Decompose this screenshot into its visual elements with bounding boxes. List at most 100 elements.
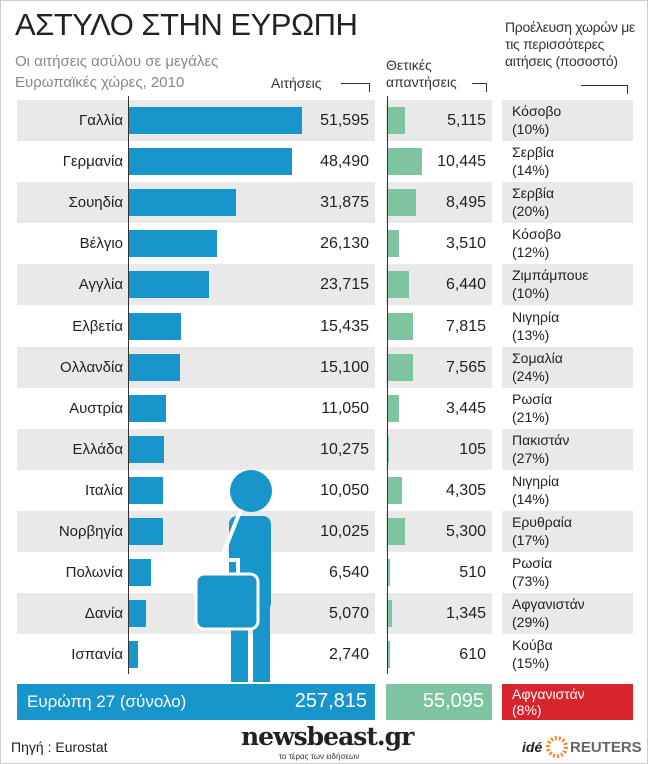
row-applications: Σουηδία 31,875 (17, 182, 375, 224)
origin-country: Κούβα (512, 637, 553, 654)
positive-value: 7,565 (445, 358, 486, 376)
positive-value: 105 (459, 440, 486, 458)
origin-country: Ρωσία (512, 555, 553, 572)
applications-value: 10,050 (320, 481, 369, 499)
origin-country: Σομαλία (512, 349, 563, 366)
origin-percent: (20%) (512, 203, 550, 220)
origin-country: Αφγανιστάν (512, 596, 585, 613)
row-applications: Αυστρία 11,050 (17, 388, 375, 429)
subtitle: Οι αιτήσεις ασύλου σε μεγάλες Ευρωπαϊκές… (15, 53, 219, 91)
positive-value: 3,510 (445, 235, 486, 253)
origin-percent: (24%) (512, 367, 550, 384)
positive-bar (388, 312, 414, 340)
row-positive: 105 (386, 428, 492, 470)
row-origin: Νιγηρία (13%) (502, 306, 633, 347)
row-origin: Ζιμπάμπουε (10%) (502, 264, 633, 306)
positive-bar (388, 435, 389, 463)
source: Πηγή : Eurostat (11, 739, 108, 755)
row-positive: 7,815 (386, 306, 492, 347)
country-label: Αυστρία (69, 399, 123, 417)
applications-value: 23,715 (320, 276, 369, 294)
row-positive: 5,115 (386, 100, 492, 141)
total-positive: 55,095 (422, 690, 484, 712)
positive-value: 1,345 (445, 605, 486, 623)
country-label: Νορβηγία (58, 523, 123, 540)
country-label: Ιταλία (84, 481, 123, 499)
row-origin: Σερβία (20%) (502, 182, 633, 224)
applications-bar (129, 518, 163, 545)
row-applications: Ολλανδία 15,100 (17, 346, 375, 388)
positive-bar (388, 600, 393, 628)
origin-percent: (21%) (512, 408, 550, 425)
row-origin: Ρωσία (21%) (502, 388, 633, 429)
row-origin: Κούβα (15%) (502, 634, 633, 675)
positive-bar (388, 641, 390, 669)
applications-bar (129, 435, 164, 463)
origin-percent: (29%) (512, 614, 550, 631)
total-applications-box: Ευρώπη 27 (σύνολο) 257,815 (17, 684, 375, 720)
country-label: Δανία (84, 605, 123, 623)
country-label: Πολωνία (65, 564, 123, 582)
origin-country: Ερυθραία (512, 514, 573, 530)
applications-value: 51,595 (320, 112, 369, 129)
applications-value: 11,050 (321, 399, 369, 417)
positive-axis (387, 96, 388, 674)
row-positive: 4,305 (386, 470, 492, 511)
positive-bar (388, 189, 416, 217)
row-applications: Νορβηγία 10,025 (17, 511, 375, 552)
positive-value: 5,300 (445, 523, 486, 540)
applications-bar (129, 353, 180, 381)
total-applications: 257,815 (294, 690, 367, 712)
positive-value: 8,495 (445, 194, 486, 212)
origin-percent: (10%) (512, 121, 550, 137)
applications-bar (129, 559, 151, 587)
newsbeast-logo: newsbeast.gr (241, 722, 414, 751)
row-origin: Σερβία (14%) (502, 141, 633, 182)
page-title: ΑΣΤΥΛΟ ΣΤΗΝ ΕΥΡΩΠΗ (15, 7, 358, 42)
country-label: Ελβετία (72, 317, 123, 335)
positive-bar (388, 476, 402, 504)
total-origin: Αφγανιστάν (512, 686, 585, 702)
applications-bar (129, 312, 181, 340)
origin-country: Ρωσία (512, 390, 553, 407)
country-label: Ελλάδα (72, 440, 123, 458)
positive-value: 4,305 (445, 481, 486, 499)
header-line (341, 83, 370, 92)
header-origin: Προέλευση χωρών με τις περισσότερες αιτή… (505, 19, 635, 69)
row-applications: Αγγλία 23,715 (17, 264, 375, 306)
origin-country: Νιγηρία (512, 472, 560, 489)
row-positive: 10,445 (386, 141, 492, 182)
total-origin-pct: (8%) (512, 702, 542, 718)
row-origin: Νιγηρία (14%) (502, 470, 633, 511)
row-applications: Βέλγιο 26,130 (17, 223, 375, 264)
row-applications: Γαλλία 51,595 (17, 100, 375, 141)
row-applications: Πολωνία 6,540 (17, 552, 375, 593)
header-positive: Θετικές απαντήσεις (386, 57, 457, 90)
row-origin: Ρωσία (73%) (502, 552, 633, 593)
positive-bar (388, 148, 422, 176)
origin-percent: (13%) (512, 326, 550, 343)
row-origin: Σομαλία (24%) (502, 346, 633, 388)
origin-percent: (14%) (512, 162, 550, 179)
applications-value: 26,130 (320, 235, 369, 253)
positive-bar (388, 107, 405, 134)
positive-bar (388, 559, 390, 587)
positive-value: 510 (459, 564, 486, 582)
positive-value: 5,115 (447, 112, 486, 129)
applications-bar (129, 641, 139, 669)
positive-bar (388, 394, 400, 422)
positive-value: 610 (459, 646, 486, 664)
country-label: Σουηδία (68, 194, 123, 212)
country-label: Γερμανία (62, 153, 123, 171)
total-label: Ευρώπη 27 (σύνολο) (27, 692, 187, 711)
positive-value: 6,440 (445, 276, 486, 294)
row-positive: 610 (386, 634, 492, 675)
origin-country: Σερβία (512, 185, 555, 202)
origin-country: Σερβία (512, 144, 555, 161)
positive-value: 7,815 (445, 317, 486, 335)
origin-country: Ζιμπάμπουε (512, 267, 589, 284)
applications-value: 10,025 (320, 523, 369, 540)
origin-percent: (10%) (512, 285, 550, 302)
header-applications: Αιτήσεις (271, 75, 322, 91)
row-positive: 3,445 (386, 388, 492, 429)
